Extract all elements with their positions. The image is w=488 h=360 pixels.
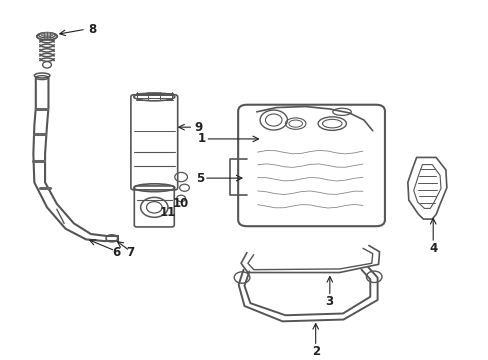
Text: 4: 4 (429, 242, 437, 255)
Text: 5: 5 (195, 172, 203, 185)
Text: 1: 1 (197, 132, 205, 145)
Text: 11: 11 (159, 206, 176, 219)
Text: 2: 2 (311, 345, 319, 358)
Ellipse shape (41, 33, 53, 36)
Text: 6: 6 (112, 246, 120, 259)
Text: 9: 9 (194, 121, 203, 134)
Text: 3: 3 (325, 295, 332, 308)
Text: 8: 8 (88, 23, 97, 36)
Text: 10: 10 (172, 197, 188, 210)
Text: 7: 7 (126, 246, 134, 259)
